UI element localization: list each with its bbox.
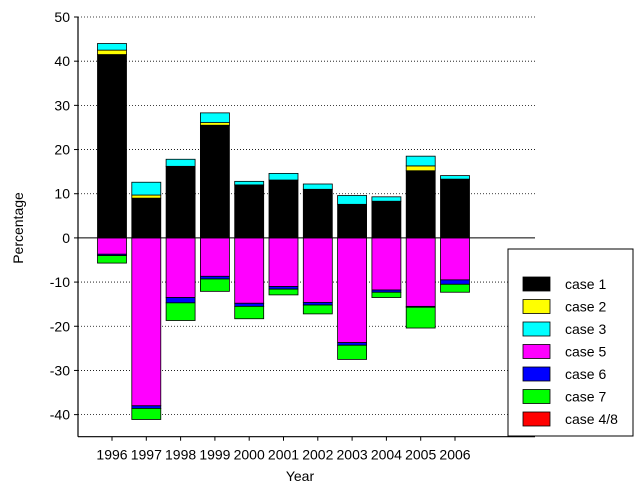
bar-segment — [302, 237, 333, 303]
bar-segment — [165, 302, 196, 321]
bar-segment — [199, 112, 230, 123]
bar-segment — [371, 200, 402, 239]
bar-segment — [440, 279, 470, 285]
bar-segment — [302, 304, 333, 315]
y-tick-label: 40 — [54, 53, 70, 69]
legend-label: case 1 — [565, 276, 606, 292]
bar-segment — [131, 237, 162, 407]
y-tick-label: 0 — [62, 230, 70, 246]
x-tick-label: 1996 — [96, 447, 127, 463]
bar-segment — [337, 195, 368, 205]
y-tick-label: 30 — [54, 97, 70, 113]
bar-segment — [234, 302, 265, 307]
x-tick-label: 2005 — [405, 447, 436, 463]
y-tick-label: -10 — [50, 274, 70, 290]
bar-segment — [302, 188, 333, 239]
bar-segment — [165, 165, 196, 239]
legend-label: case 6 — [565, 366, 606, 382]
x-tick-label: 2001 — [268, 447, 299, 463]
legend-swatch — [522, 321, 551, 337]
legend-label: case 3 — [565, 321, 606, 337]
y-tick-label: 10 — [54, 186, 70, 202]
bar-segment — [131, 194, 162, 199]
bar-segment — [131, 181, 162, 196]
y-tick-label: -30 — [50, 362, 70, 378]
bar-segment — [234, 237, 265, 304]
legend: case 1 case 2 case 3 case 5 case 6 case 7 case… — [507, 248, 634, 437]
bar-segment — [165, 158, 196, 167]
bar-segment — [337, 237, 368, 344]
bar-segment — [268, 172, 299, 181]
bar-segment — [405, 237, 436, 307]
legend-label: case 2 — [565, 299, 606, 315]
bar-segment — [199, 237, 230, 277]
bar-segment — [337, 344, 368, 360]
bar-segment — [199, 278, 230, 292]
bar-segment — [371, 291, 402, 298]
bar-segment — [302, 183, 333, 190]
legend-swatch — [522, 411, 551, 427]
bar-segment — [371, 237, 402, 291]
legend-label: case 4/8 — [565, 411, 618, 427]
legend-swatch — [522, 276, 551, 292]
bar-segment — [199, 124, 230, 239]
bar-segment — [371, 196, 402, 202]
x-tick-label: 2004 — [371, 447, 402, 463]
legend-swatch — [522, 366, 551, 382]
bar-segment — [234, 184, 265, 239]
bar-segment — [405, 155, 436, 167]
x-axis-title: Year — [286, 468, 315, 484]
legend-swatch — [522, 299, 551, 314]
bar-segment — [268, 288, 299, 296]
x-tick-label: 1999 — [199, 447, 230, 463]
bar-segment — [97, 43, 127, 51]
x-tick-label: 2006 — [439, 447, 470, 463]
bar-segment — [97, 49, 127, 55]
bars — [97, 43, 470, 420]
bar-segment — [405, 170, 436, 239]
bar-segment — [440, 178, 470, 239]
bar-segment — [165, 237, 196, 298]
bar-segment — [131, 408, 162, 420]
bar-segment — [268, 179, 299, 239]
x-tick-label: 2000 — [234, 447, 265, 463]
bar-segment — [440, 237, 470, 281]
x-tick-label: 2002 — [302, 447, 333, 463]
bar-segment — [405, 306, 436, 329]
x-tick-label: 1997 — [131, 447, 162, 463]
bar-segment — [234, 180, 265, 186]
x-tick-label: 1998 — [165, 447, 196, 463]
bar-segment — [131, 197, 162, 239]
bar-segment — [440, 175, 470, 180]
y-tick-label: 50 — [54, 9, 70, 25]
legend-label: case 7 — [565, 389, 606, 405]
bar-segment — [97, 255, 127, 264]
bar-segment — [337, 203, 368, 239]
bar-segment — [234, 305, 265, 320]
x-tick-label: 2003 — [337, 447, 368, 463]
bar-segment — [268, 237, 299, 287]
legend-label: case 5 — [565, 344, 606, 360]
y-tick-label: 20 — [54, 142, 70, 158]
bar-segment — [440, 283, 470, 293]
bar-segment — [97, 54, 127, 239]
legend-swatch — [522, 389, 551, 404]
bar-segment — [165, 297, 196, 304]
y-tick-label: -40 — [50, 407, 70, 423]
y-axis-title: Percentage — [10, 192, 26, 264]
bar-segment — [405, 165, 436, 172]
legend-swatch — [522, 344, 551, 359]
bar-segment — [97, 237, 127, 255]
y-tick-label: -20 — [50, 318, 70, 334]
